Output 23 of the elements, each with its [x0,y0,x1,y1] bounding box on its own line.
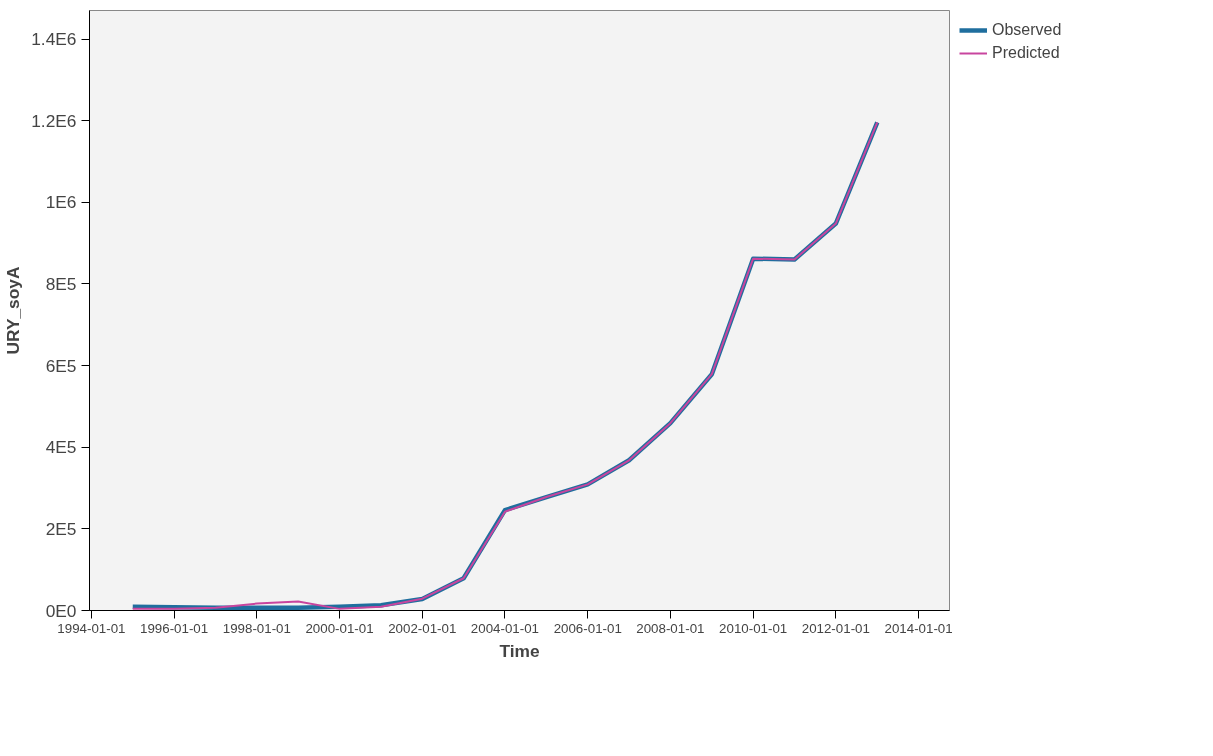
x-tick-label: 2014-01-01 [884,620,953,636]
y-tick-label: 8E5 [45,273,77,294]
y-tick-label: 0E0 [45,600,77,621]
y-tick-label: 1.4E6 [31,29,77,50]
x-tick-label: 2002-01-01 [388,620,457,636]
x-axis-title: Time [499,640,540,661]
legend-label: Observed [992,21,1062,39]
legend-label: Predicted [992,44,1060,62]
y-axis-title: URY_soyA [3,266,24,355]
x-tick-label: 2008-01-01 [636,620,705,636]
x-tick-label: 2004-01-01 [470,620,540,636]
y-tick-label: 1E6 [45,192,77,213]
x-tick-label: 1994-01-01 [57,620,126,636]
x-tick-label: 1998-01-01 [222,620,291,636]
x-tick-label: 2006-01-01 [553,620,622,636]
y-tick-label: 1.2E6 [31,110,77,131]
x-tick-label: 2012-01-01 [801,620,870,636]
y-tick-label: 4E5 [45,437,77,458]
x-tick-label: 1996-01-01 [140,620,209,636]
y-tick-label: 6E5 [45,355,77,376]
x-tick-label: 2010-01-01 [719,620,788,636]
y-tick-label: 2E5 [45,518,77,539]
x-tick-label: 2000-01-01 [305,620,374,636]
